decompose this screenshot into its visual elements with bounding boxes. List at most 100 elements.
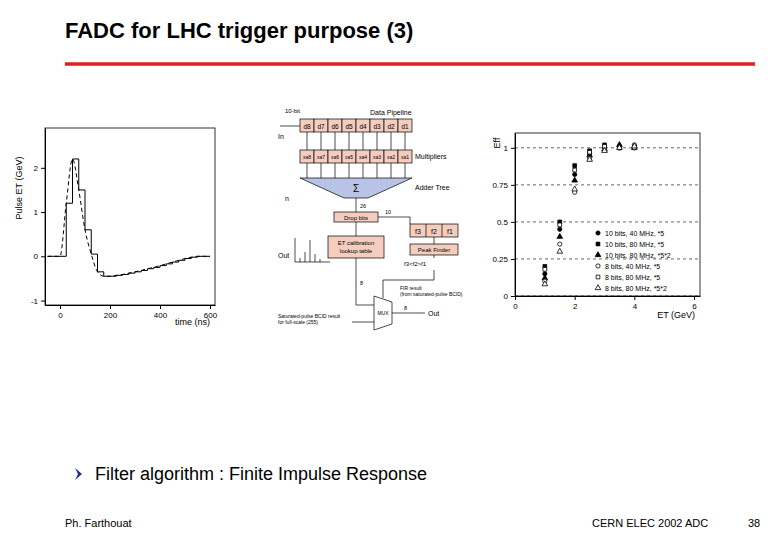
axis: 00.250.50.751 xyxy=(492,134,515,302)
tick-mark xyxy=(210,305,211,309)
bit-width: 26 xyxy=(360,203,366,209)
inset-sample xyxy=(305,252,306,262)
peak-condition: f3<f2>f1 xyxy=(404,261,427,267)
slide: FADC for LHC trigger purpose (3)Filter a… xyxy=(0,0,780,540)
tick: 0.25 xyxy=(492,255,515,264)
inset-sample xyxy=(300,258,301,262)
sample-label: d2 xyxy=(387,123,395,130)
data-point xyxy=(617,145,623,150)
tick-mark xyxy=(694,296,695,300)
data-point xyxy=(602,147,608,152)
legend-symbol xyxy=(595,285,601,290)
wire xyxy=(307,132,308,150)
multiplier-cell xyxy=(314,150,328,163)
multiplier-cell xyxy=(398,150,412,163)
block-title: Adder Tree xyxy=(415,184,450,191)
grid-line xyxy=(515,147,700,148)
multiplier-cell xyxy=(370,150,384,163)
tick-mark xyxy=(511,222,515,223)
wire xyxy=(434,255,435,258)
y-axis-title: Pulse ET (GeV) xyxy=(14,157,24,220)
wire xyxy=(383,280,434,281)
data-point xyxy=(573,168,577,172)
multiplier-label: xa8 xyxy=(303,154,311,160)
note: (from saturated-pulse BCID) xyxy=(400,291,463,297)
note: for full-scale (255) xyxy=(278,319,318,325)
series-line xyxy=(48,159,211,276)
legend-entry: 8 bits, 80 MHz, *5*2 xyxy=(605,285,667,292)
tick: 0 xyxy=(34,252,45,261)
tick: 1 xyxy=(504,144,515,153)
multiplier-label: xa4 xyxy=(359,154,367,160)
legend: 10 bits, 40 MHz, *510 bits, 80 MHz, *510… xyxy=(595,230,671,292)
tick-label: 200 xyxy=(104,311,118,320)
wire xyxy=(392,313,425,314)
wire xyxy=(280,126,300,127)
tick-label: 0 xyxy=(513,302,518,311)
peak-value: f1 xyxy=(447,228,453,235)
multiplier-cell xyxy=(328,150,342,163)
wire xyxy=(349,163,350,178)
wire xyxy=(378,217,410,218)
multiplier-cell xyxy=(384,150,398,163)
data-point xyxy=(558,223,562,227)
legend-entry: 10 bits, 80 MHz, *5 xyxy=(605,241,664,248)
block-title: Multipliers xyxy=(415,153,447,161)
port-label: Out xyxy=(278,252,289,259)
tick-label: -1 xyxy=(31,297,39,306)
wire xyxy=(434,237,435,244)
sample-label: d8 xyxy=(303,123,311,130)
tick-mark xyxy=(110,305,111,309)
x-axis-title: time (ns) xyxy=(175,317,210,327)
sample-label: d3 xyxy=(373,123,381,130)
port-label: Out xyxy=(428,310,439,317)
block-label: Peak Finder xyxy=(418,247,450,253)
wire xyxy=(349,132,350,150)
y-axis-title: Eff xyxy=(492,137,502,148)
grid-line xyxy=(515,221,700,222)
data-point xyxy=(558,227,562,231)
tick: 2 xyxy=(573,296,578,311)
wire xyxy=(405,163,406,178)
fir-diagram: 10-bitData PipelineInd8d7d6d5d4d3d2d1xa8… xyxy=(278,108,463,330)
tick: 6 xyxy=(692,296,697,311)
wire xyxy=(426,224,427,237)
lut-block xyxy=(328,236,384,258)
peak-finder-block xyxy=(410,244,458,255)
legend-entry: 8 bits, 80 MHz, *5 xyxy=(605,274,660,281)
inset-sample xyxy=(320,259,321,262)
adder-symbol: Σ xyxy=(353,183,359,194)
wire xyxy=(335,163,336,178)
tick-label: 0.25 xyxy=(492,255,508,264)
bullet-icon xyxy=(75,468,82,480)
wire xyxy=(405,132,406,150)
data-point xyxy=(572,177,578,182)
sample-label: d1 xyxy=(401,123,409,130)
wire xyxy=(363,163,364,178)
pipeline-cell xyxy=(314,119,328,132)
multiplier-label: xa7 xyxy=(317,154,325,160)
legend-symbol xyxy=(596,242,600,246)
tick: 0 xyxy=(504,292,515,301)
wire xyxy=(352,322,374,323)
axis: -1012 xyxy=(31,129,46,306)
data-point xyxy=(572,186,578,191)
sample-label: d5 xyxy=(345,123,353,130)
pipeline-cell xyxy=(398,119,412,132)
pipeline-cell xyxy=(342,119,356,132)
inset-sample xyxy=(315,254,316,262)
data-point xyxy=(587,156,593,161)
drop-bits-block xyxy=(334,212,378,222)
chart: 0200400600-1012time (ns)Pulse ET (GeV) xyxy=(14,128,218,327)
tick-mark xyxy=(41,212,45,213)
tick-mark xyxy=(511,185,515,186)
legend-symbol xyxy=(596,231,600,235)
tick-label: 0.5 xyxy=(497,218,509,227)
inset-sample xyxy=(310,240,311,262)
tick-mark xyxy=(41,168,45,169)
wire xyxy=(307,163,308,178)
pipeline-cell xyxy=(328,119,342,132)
chart: 024600.250.50.75110 bits, 40 MHz, *510 b… xyxy=(492,133,701,320)
wire xyxy=(321,132,322,150)
tick-mark xyxy=(511,148,515,149)
